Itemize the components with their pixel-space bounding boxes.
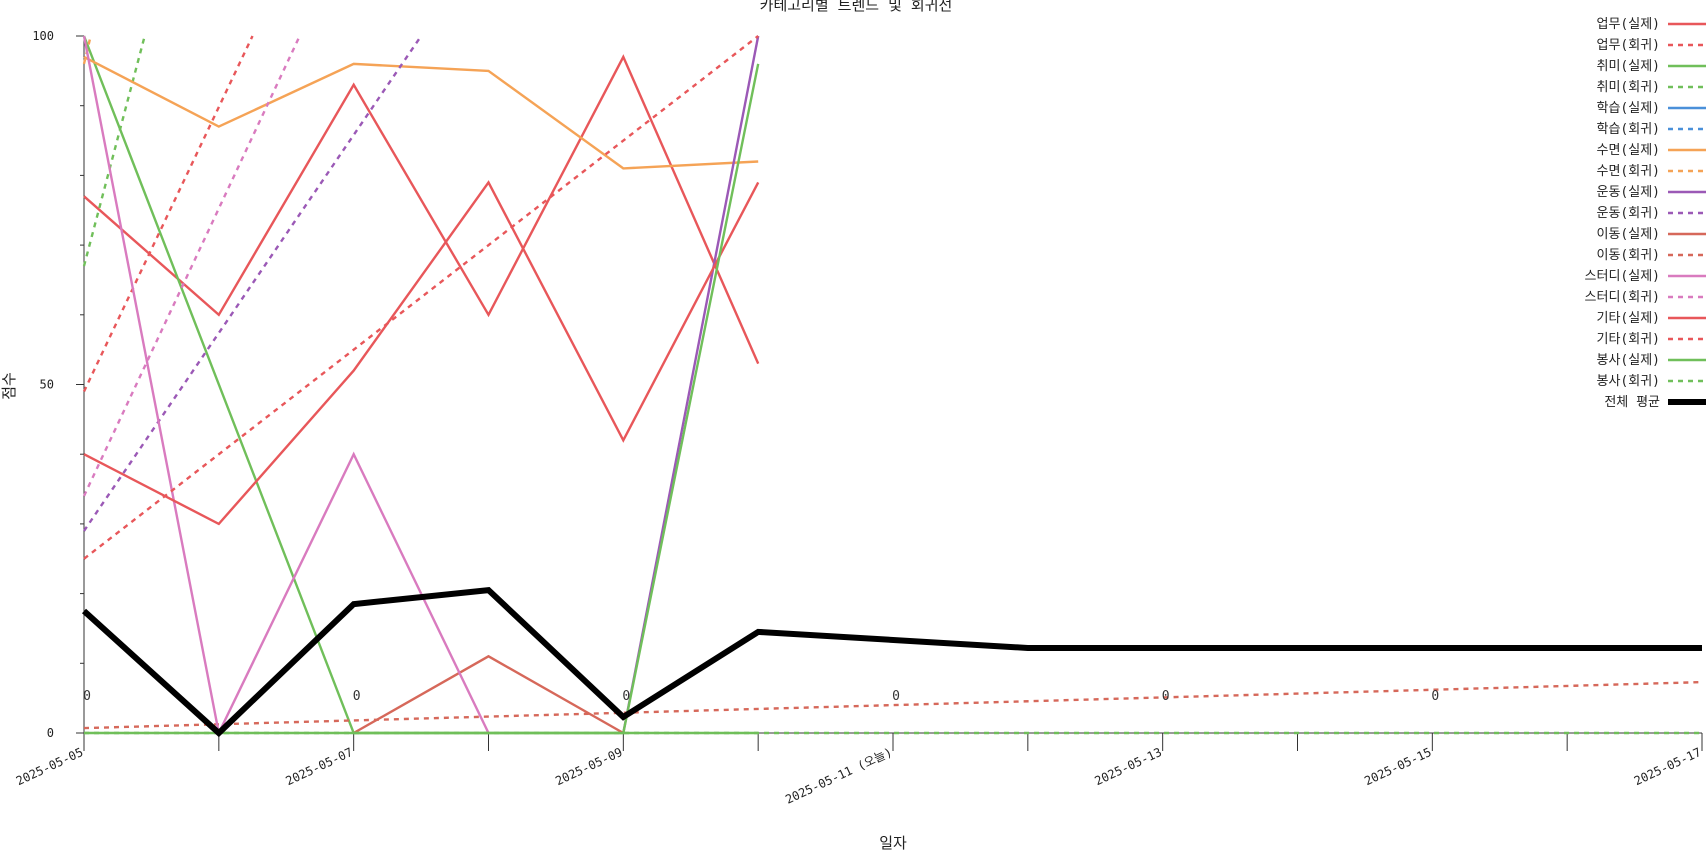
- legend-label: 전체 평균: [1604, 395, 1660, 410]
- zero-annotation: 0: [1162, 689, 1170, 704]
- legend-entry-기타-회귀: 기타(회귀): [1597, 332, 1706, 347]
- legend-entry-운동-실제: 운동(실제): [1597, 185, 1706, 200]
- series-line-업무-실제: [83, 54, 760, 365]
- zero-annotation: 0: [353, 689, 361, 704]
- legend-label: 학습(실제): [1597, 101, 1661, 116]
- legend-entry-이동-회귀: 이동(회귀): [1597, 248, 1706, 263]
- legend: 업무(실제) 업무(회귀) 취미(실제) 취미(회귀) 학습(실제) 학습(회귀) 수면(실…: [1585, 17, 1706, 410]
- y-tick-label: 0: [47, 726, 54, 740]
- legend-label: 이동(회귀): [1597, 248, 1661, 263]
- legend-label: 봉사(회귀): [1597, 374, 1661, 389]
- legend-entry-학습-회귀: 학습(회귀): [1597, 122, 1706, 137]
- legend-label: 취미(실제): [1597, 59, 1661, 74]
- legend-entry-봉사-실제: 봉사(실제): [1597, 353, 1706, 368]
- zero-annotation: 0: [83, 689, 91, 704]
- zero-annotation: 0: [1431, 689, 1439, 704]
- legend-label: 학습(회귀): [1597, 122, 1661, 137]
- x-tick-label: 2025-05-13: [1093, 745, 1164, 788]
- legend-label: 수면(실제): [1597, 143, 1661, 158]
- series-line-수면-실제: [83, 55, 759, 170]
- series-line-전체-평균: [81, 586, 1702, 738]
- legend-entry-기타-실제: 기타(실제): [1597, 311, 1706, 326]
- legend-entry-학습-실제: 학습(실제): [1597, 101, 1706, 116]
- legend-label: 스터디(실제): [1585, 269, 1660, 284]
- legend-label: 운동(회귀): [1597, 206, 1661, 221]
- legend-entry-이동-실제: 이동(실제): [1597, 227, 1706, 242]
- legend-entry-스터디-실제: 스터디(실제): [1585, 269, 1706, 284]
- zero-annotation: 0: [622, 689, 630, 704]
- series-line-기타-실제: [83, 180, 760, 526]
- legend-entry-취미-실제: 취미(실제): [1597, 59, 1706, 74]
- x-axis-label: 일자: [879, 834, 907, 852]
- x-tick-label: 2025-05-17: [1632, 745, 1703, 788]
- legend-label: 수면(회귀): [1597, 164, 1661, 179]
- legend-entry-운동-회귀: 운동(회귀): [1597, 206, 1706, 221]
- series-line-기타-회귀: [83, 35, 759, 560]
- series-line-업무-회귀: [82, 35, 254, 393]
- legend-entry-스터디-회귀: 스터디(회귀): [1585, 290, 1706, 305]
- legend-entry-봉사-회귀: 봉사(회귀): [1597, 374, 1706, 389]
- series-line-봉사-실제: [84, 63, 760, 735]
- legend-entry-업무-실제: 업무(실제): [1597, 17, 1706, 32]
- legend-entry-업무-회귀: 업무(회귀): [1597, 38, 1706, 53]
- series-line-스터디-회귀: [82, 35, 301, 497]
- legend-label: 봉사(실제): [1597, 353, 1661, 368]
- legend-label: 운동(실제): [1597, 185, 1661, 200]
- legend-label: 이동(실제): [1597, 227, 1661, 242]
- legend-label: 기타(회귀): [1597, 332, 1661, 347]
- x-tick-label: 2025-05-05: [14, 745, 85, 788]
- y-axis-label: 점수: [0, 372, 18, 400]
- legend-label: 취미(회귀): [1597, 80, 1661, 95]
- series-line-취미-실제: [82, 35, 759, 735]
- annotations: 0 0 0 0 0 0: [83, 689, 1439, 704]
- y-tick-label: 100: [32, 29, 54, 43]
- x-tick-label: 2025-05-07: [284, 745, 355, 788]
- series-layer: [81, 35, 1703, 738]
- y-tick-label: 50: [40, 378, 54, 392]
- x-tick-label: 2025-05-11 (오늘): [783, 745, 894, 807]
- x-tick-label: 2025-05-15: [1362, 745, 1433, 788]
- series-line-스터디-실제: [82, 35, 490, 737]
- series-line-이동-실제: [353, 654, 624, 735]
- legend-entry-취미-회귀: 취미(회귀): [1597, 80, 1706, 95]
- x-tick-label: 2025-05-09: [553, 745, 624, 788]
- legend-label: 업무(실제): [1597, 17, 1661, 32]
- legend-label: 업무(회귀): [1597, 38, 1661, 53]
- legend-entry-수면-실제: 수면(실제): [1597, 143, 1706, 158]
- legend-entry-수면-회귀: 수면(회귀): [1597, 164, 1706, 179]
- chart-title: 카테고리별 트렌드 및 회귀선: [760, 0, 953, 14]
- legend-entry-전체-평균: 전체 평균: [1604, 395, 1706, 410]
- zero-annotation: 0: [892, 689, 900, 704]
- legend-label: 기타(실제): [1597, 311, 1661, 326]
- legend-label: 스터디(회귀): [1585, 290, 1660, 305]
- series-line-취미-회귀: [82, 35, 146, 267]
